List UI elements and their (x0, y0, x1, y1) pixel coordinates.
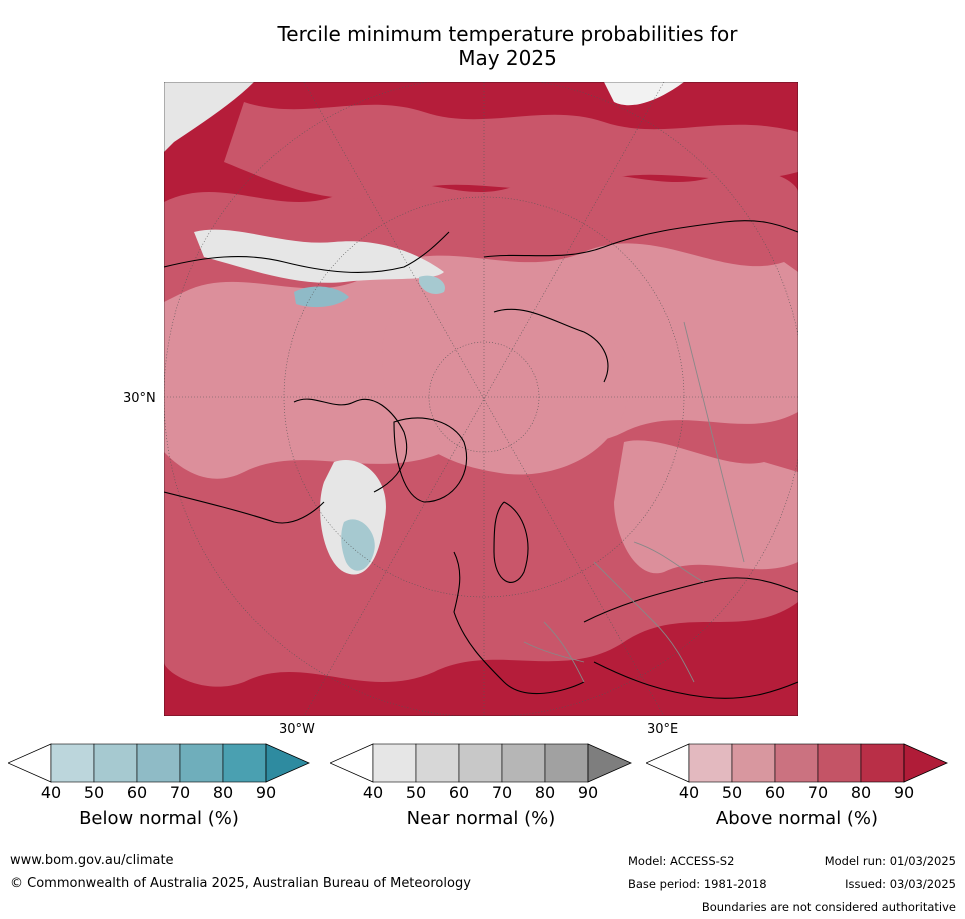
footer-issued: Issued: 03/03/2025 (845, 877, 956, 891)
colorbar-arrow-high (587, 743, 632, 783)
colorbar-segment (860, 743, 905, 783)
colorbar-segment (415, 743, 460, 783)
colorbar-tick-label: 90 (577, 783, 599, 802)
colorbar-segment (222, 743, 267, 783)
colorbar-tick-label: 90 (255, 783, 277, 802)
colorbar-segment (731, 743, 776, 783)
colorbar-tick-label: 60 (764, 783, 786, 802)
colorbar-below-label: Below normal (%) (79, 808, 239, 829)
colorbar-tick-label: 80 (534, 783, 556, 802)
colorbar-arrow-high (265, 743, 310, 783)
footer-copyright: © Commonwealth of Australia 2025, Austra… (10, 876, 471, 891)
title-line-1: Tercile minimum temperature probabilitie… (277, 22, 738, 46)
colorbar-arrow-low (330, 743, 374, 783)
colorbar-below-normal (8, 743, 310, 783)
colorbar-tick-label: 40 (362, 783, 384, 802)
colorbar-segment (179, 743, 224, 783)
title-line-2: May 2025 (458, 46, 557, 70)
colorbar-segment (93, 743, 138, 783)
colorbar-tick-label: 50 (721, 783, 743, 802)
lat-label-30n: 30°N (123, 391, 156, 406)
colorbar-segment (458, 743, 503, 783)
colorbar-segment (544, 743, 589, 783)
above-mid-zone-north (224, 102, 798, 199)
near-normal-zone (194, 229, 444, 283)
below-normal-zone-3 (419, 275, 445, 294)
colorbar-tick-label: 50 (405, 783, 427, 802)
below-normal-zone-2 (341, 519, 375, 571)
lon-label-30e: 30°E (647, 722, 679, 737)
colorbar-segment (50, 743, 95, 783)
colorbar-tick-label: 40 (40, 783, 62, 802)
colorbar-tick-label: 60 (126, 783, 148, 802)
near-normal-zone-4 (604, 82, 684, 106)
polar-probability-map (164, 82, 798, 716)
graticule (164, 82, 798, 716)
colorbar-tick-label: 70 (169, 783, 191, 802)
colorbar-tick-label: 70 (491, 783, 513, 802)
lon-label-30w: 30°W (279, 722, 315, 737)
colorbar-tick-label: 80 (850, 783, 872, 802)
colorbar-segment (136, 743, 181, 783)
footer-model: Model: ACCESS-S2 (628, 854, 735, 868)
colorbar-tick-label: 60 (448, 783, 470, 802)
colorbar-arrow-high (903, 743, 948, 783)
colorbar-segment (501, 743, 546, 783)
near-normal-zone-3 (164, 82, 254, 152)
colorbar-near-label: Near normal (%) (406, 808, 556, 829)
map-title: Tercile minimum temperature probabilitie… (160, 22, 855, 70)
footer-website: www.bom.gov.au/climate (10, 853, 174, 868)
footer-disclaimer: Boundaries are not considered authoritat… (701, 900, 956, 914)
footer-base-period: Base period: 1981-2018 (628, 877, 767, 891)
colorbar-tick-label: 40 (678, 783, 700, 802)
colorbar-tick-label: 50 (83, 783, 105, 802)
colorbar-tick-label: 80 (212, 783, 234, 802)
colorbar-arrow-low (646, 743, 690, 783)
colorbar-segment (372, 743, 417, 783)
colorbar-near-normal (330, 743, 632, 783)
footer-model-run: Model run: 01/03/2025 (824, 854, 956, 868)
country-borders (523, 321, 745, 683)
colorbar-segment (817, 743, 862, 783)
colorbar-tick-label: 70 (807, 783, 829, 802)
colorbar-above-normal (646, 743, 948, 783)
colorbar-segment (688, 743, 733, 783)
colorbar-segment (774, 743, 819, 783)
above-light-zone-2 (382, 309, 630, 475)
colorbar-arrow-low (8, 743, 52, 783)
colorbar-tick-label: 90 (893, 783, 915, 802)
colorbar-above-label: Above normal (%) (715, 808, 879, 829)
above-light-zone-3 (614, 440, 798, 574)
